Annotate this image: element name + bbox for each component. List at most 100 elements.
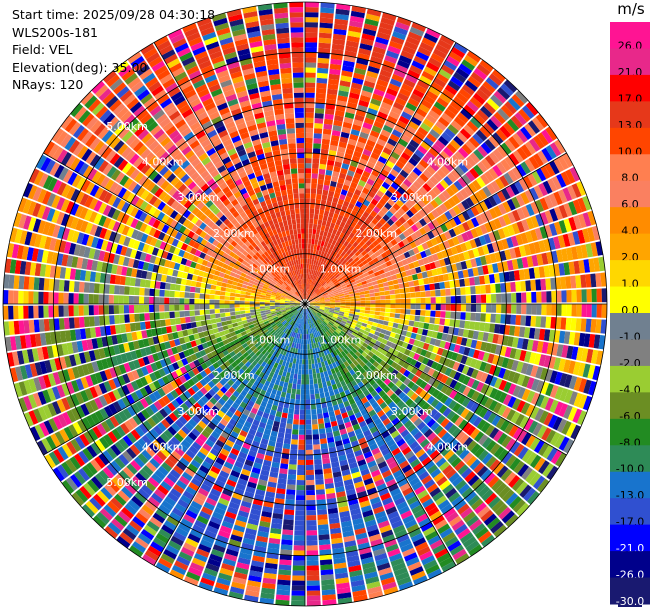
- range-gate: [326, 432, 334, 439]
- range-gate: [311, 292, 316, 297]
- range-gate: [561, 344, 569, 358]
- range-gate: [474, 482, 487, 494]
- range-gate: [333, 404, 340, 411]
- range-gate: [239, 430, 248, 438]
- range-gate: [290, 337, 295, 343]
- range-gate: [337, 316, 343, 321]
- range-gate: [417, 399, 427, 408]
- range-gate: [302, 354, 305, 360]
- range-gate: [469, 321, 476, 330]
- range-gate: [315, 302, 321, 304]
- range-gate: [529, 406, 540, 420]
- range-gate: [279, 331, 285, 337]
- range-gate: [381, 206, 389, 214]
- range-gate: [459, 433, 470, 445]
- range-gate: [525, 230, 534, 243]
- range-gate: [308, 289, 312, 295]
- range-gate: [211, 405, 220, 414]
- range-gate: [487, 264, 494, 274]
- range-gate: [332, 466, 341, 473]
- range-gate: [166, 515, 180, 527]
- range-gate: [316, 408, 323, 415]
- range-gate: [581, 289, 587, 303]
- range-gate: [460, 261, 468, 270]
- range-gate: [432, 346, 439, 354]
- range-gate: [402, 547, 416, 558]
- range-gate: [306, 575, 320, 581]
- range-gate: [519, 416, 530, 429]
- range-gate: [210, 418, 220, 427]
- range-gate: [255, 369, 262, 376]
- range-gate: [196, 515, 209, 525]
- range-gate: [390, 465, 401, 474]
- range-gate: [293, 322, 297, 327]
- range-gate: [546, 304, 552, 316]
- range-gate: [281, 360, 287, 367]
- range-gate: [346, 365, 353, 372]
- range-gate: [237, 478, 248, 486]
- range-gate: [373, 284, 379, 289]
- range-gate: [377, 210, 386, 218]
- range-gate: [340, 337, 347, 343]
- range-gate: [289, 403, 295, 410]
- range-gate: [355, 301, 361, 304]
- range-gate: [147, 496, 160, 508]
- range-gate: [286, 340, 291, 347]
- range-gate: [455, 304, 461, 312]
- range-gate: [418, 341, 425, 349]
- range-gate: [332, 125, 342, 132]
- range-gate: [573, 260, 581, 274]
- range-gate: [369, 273, 376, 279]
- velocity-ray: [213, 308, 304, 596]
- range-gate: [289, 398, 295, 405]
- range-gate: [306, 318, 309, 324]
- range-gate: [423, 322, 430, 330]
- range-gate: [163, 520, 177, 531]
- range-gate: [492, 263, 499, 273]
- range-gate: [319, 158, 327, 165]
- range-gate: [335, 230, 342, 237]
- range-gate: [488, 167, 499, 180]
- range-gate: [535, 213, 544, 227]
- range-gate: [454, 460, 466, 472]
- range-gate: [439, 203, 448, 213]
- range-gate: [330, 180, 337, 188]
- range-gate: [185, 571, 201, 582]
- range-gate: [352, 423, 361, 431]
- range-gate: [447, 424, 458, 435]
- range-gate: [305, 364, 309, 370]
- range-gate: [439, 150, 450, 161]
- range-gate: [167, 440, 177, 450]
- range-gate: [331, 317, 337, 322]
- range-gate: [326, 232, 332, 239]
- range-gate: [365, 417, 373, 425]
- range-gate: [312, 338, 316, 344]
- range-gate: [326, 324, 332, 329]
- range-gate: [440, 223, 449, 233]
- range-gate: [132, 516, 146, 528]
- range-gate: [281, 412, 288, 419]
- range-gate: [264, 363, 270, 370]
- range-gate: [223, 461, 234, 470]
- range-gate: [337, 597, 353, 605]
- range-gate: [305, 344, 308, 350]
- range-gate: [319, 267, 324, 273]
- range-gate: [524, 351, 532, 363]
- range-gate: [245, 589, 260, 598]
- range-gate: [322, 333, 327, 339]
- range-gate: [219, 525, 232, 534]
- range-gate: [436, 97, 449, 108]
- range-gate: [373, 394, 381, 402]
- range-gate: [328, 311, 334, 315]
- range-gate: [373, 194, 382, 202]
- range-gate: [206, 400, 215, 409]
- range-gate: [320, 204, 326, 211]
- range-gate: [252, 419, 260, 427]
- range-gate: [337, 334, 343, 340]
- range-gate: [331, 217, 337, 224]
- range-gate: [561, 420, 572, 435]
- range-gate: [421, 475, 433, 485]
- range-gate: [501, 406, 512, 419]
- range-gate: [355, 357, 362, 364]
- range-gate: [482, 332, 489, 342]
